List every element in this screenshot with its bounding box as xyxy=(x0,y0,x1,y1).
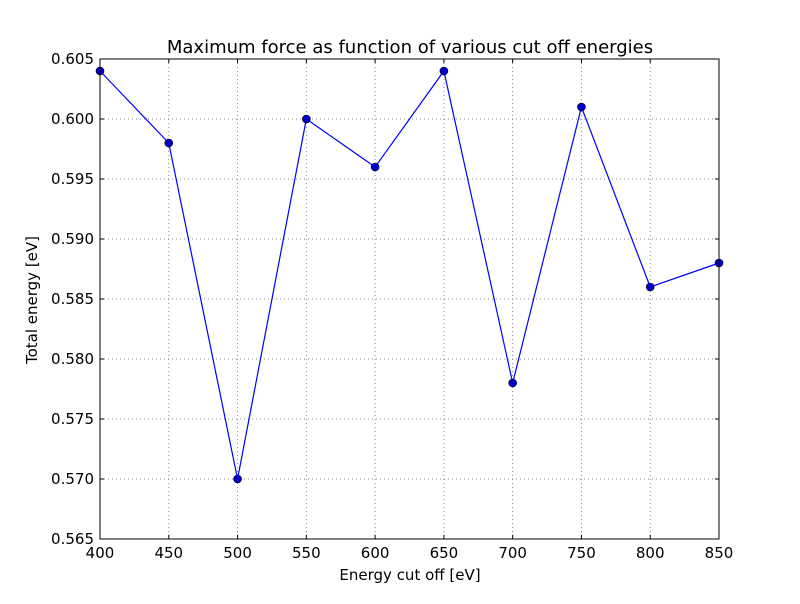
x-tick-label: 450 xyxy=(154,544,183,562)
y-tick-label: 0.570 xyxy=(51,470,94,488)
chart-title: Maximum force as function of various cut… xyxy=(167,37,653,58)
x-tick-label: 400 xyxy=(86,544,115,562)
y-tick-label: 0.575 xyxy=(51,410,94,428)
y-tick-label: 0.595 xyxy=(51,170,94,188)
x-axis-label: Energy cut off [eV] xyxy=(339,566,480,584)
grid xyxy=(100,59,719,539)
x-tick-label: 600 xyxy=(361,544,390,562)
data-point xyxy=(302,114,311,124)
y-tick-label: 0.585 xyxy=(51,290,94,308)
data-point xyxy=(439,66,449,76)
data-point xyxy=(577,102,586,112)
x-tick-label: 800 xyxy=(636,544,665,562)
series-layer xyxy=(95,66,724,484)
data-point xyxy=(164,138,174,148)
y-tick-label: 0.580 xyxy=(51,350,94,368)
data-point xyxy=(233,474,242,484)
x-tick-label: 750 xyxy=(567,544,596,562)
y-tick-label: 0.605 xyxy=(51,50,94,68)
x-tick-label: 500 xyxy=(223,544,252,562)
data-point xyxy=(645,282,655,292)
y-axis-label: Total energy [eV] xyxy=(23,236,41,365)
x-tick-label: 650 xyxy=(430,544,459,562)
axis-ticks: 400 450 500 550 600 650 700 750 800 850 0.565 0.570… xyxy=(51,50,733,562)
y-tick-label: 0.590 xyxy=(51,230,94,248)
x-tick-label: 850 xyxy=(705,544,734,562)
y-tick-label: 0.600 xyxy=(51,110,94,128)
series-line xyxy=(99,69,720,480)
x-tick-label: 550 xyxy=(292,544,321,562)
x-tick-label: 700 xyxy=(498,544,527,562)
data-point xyxy=(508,378,517,388)
y-tick-label: 0.565 xyxy=(51,530,94,548)
data-point xyxy=(370,162,380,172)
